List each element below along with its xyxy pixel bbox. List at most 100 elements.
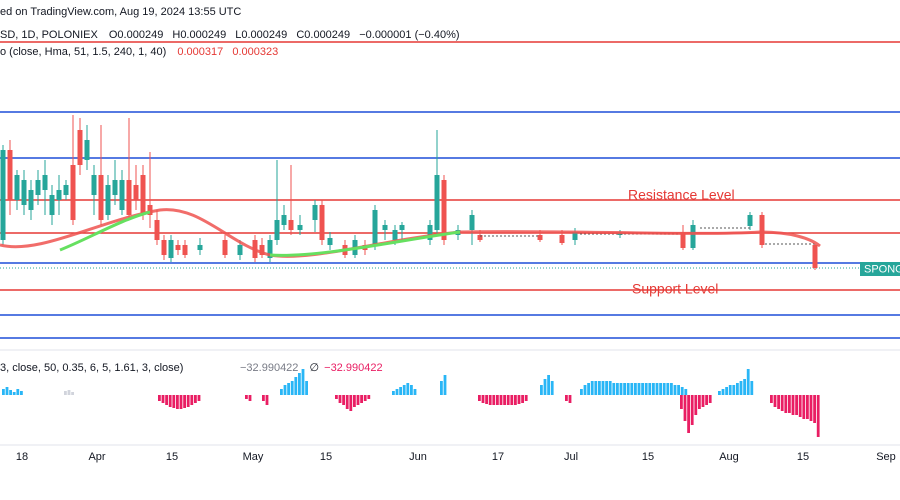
candle-body <box>91 175 97 195</box>
histogram-bar <box>694 395 698 415</box>
candle-body <box>77 130 83 165</box>
histogram-bar <box>718 391 721 395</box>
candle-body <box>49 195 55 215</box>
histogram-bar <box>492 395 496 405</box>
candle-body <box>537 235 543 240</box>
histogram-bar <box>342 395 345 405</box>
time-label: Aug <box>719 451 739 463</box>
candle-body <box>161 240 167 255</box>
histogram-bar <box>813 395 816 423</box>
histogram-bar <box>335 395 338 399</box>
histogram-bar <box>708 395 712 403</box>
histogram-bar <box>402 385 406 395</box>
histogram-bar <box>410 385 413 395</box>
histogram-bar <box>496 395 499 405</box>
histogram-bar <box>540 385 543 395</box>
histogram-bar <box>290 381 294 395</box>
candle-body <box>382 225 388 230</box>
oscillator-histogram <box>2 369 820 437</box>
histogram-bar <box>9 390 12 395</box>
histogram-bar <box>305 381 308 395</box>
histogram-bar <box>363 395 367 401</box>
candle-body <box>259 245 265 255</box>
histogram-bar <box>172 395 176 408</box>
histogram-bar <box>594 381 598 395</box>
histogram-bar <box>298 373 301 395</box>
histogram-bar <box>680 395 683 409</box>
histogram-bar <box>784 395 788 413</box>
histogram-bar <box>773 395 777 407</box>
histogram-bar <box>777 395 780 409</box>
histogram-bar <box>67 390 71 395</box>
candle-body <box>70 165 76 220</box>
histogram-bar <box>71 392 74 395</box>
time-label: 15 <box>642 451 654 463</box>
candle-body <box>168 240 174 258</box>
histogram-bar <box>510 395 514 405</box>
histogram-bar <box>580 389 583 395</box>
resistance-label: Resistance Level <box>628 187 735 203</box>
histogram-bar <box>687 395 690 433</box>
open: O0.000249 <box>109 29 163 41</box>
histogram-bar <box>630 383 634 395</box>
candle-body <box>288 220 294 230</box>
candle-body <box>312 205 318 220</box>
histogram-bar <box>287 383 290 395</box>
histogram-bar <box>739 381 743 395</box>
histogram-bar <box>345 395 349 409</box>
histogram-bar <box>5 387 9 395</box>
support-label: Support Level <box>632 281 718 297</box>
histogram-bar <box>506 395 510 405</box>
histogram-bar <box>605 381 608 395</box>
histogram-bar <box>20 391 23 395</box>
histogram-bar <box>478 395 481 401</box>
histogram-bar <box>788 395 791 413</box>
histogram-bar <box>601 381 605 395</box>
histogram-bar <box>360 395 363 403</box>
histogram-bar <box>481 395 485 403</box>
price-tag: SPONG <box>864 263 900 275</box>
candle-body <box>267 240 273 258</box>
histogram-bar <box>701 395 705 407</box>
histogram-bar <box>746 369 750 395</box>
histogram-bar <box>721 389 725 395</box>
candle-body <box>28 190 34 210</box>
time-label: Jul <box>564 451 578 463</box>
high: H0.000249 <box>172 29 226 41</box>
histogram-bar <box>349 395 353 411</box>
low: L0.000249 <box>235 29 287 41</box>
candle-body <box>112 180 118 195</box>
candle-body <box>197 245 203 250</box>
histogram-bar <box>248 395 252 401</box>
histogram-bar <box>673 385 677 395</box>
histogram-bar <box>392 391 395 395</box>
candle-body <box>237 245 243 255</box>
histogram-bar <box>780 395 784 411</box>
time-label: May <box>243 451 264 463</box>
candle-body <box>140 175 146 215</box>
histogram-bar <box>690 395 694 425</box>
histogram-bar <box>802 395 806 419</box>
oscillator-line: 3, close, 50, 0.35, 6, 5, 1.61, 3, close… <box>0 362 383 374</box>
candle-body <box>297 225 303 230</box>
candle-body <box>7 150 13 200</box>
candle-body <box>42 175 48 190</box>
candle-body <box>182 245 188 255</box>
indicator-name: o (close, Hma, 51, 1.5, 240, 1, 40) <box>0 46 166 58</box>
oscillator-value: −32.990422 <box>324 362 382 374</box>
histogram-bar <box>641 383 644 395</box>
candle-body <box>56 190 62 200</box>
oscillator-value: −32.990422 <box>240 362 298 374</box>
histogram-bar <box>197 395 201 401</box>
candle-body <box>327 238 333 245</box>
histogram-bar <box>587 383 590 395</box>
histogram-bar <box>816 395 820 437</box>
indicator-value: 0.000323 <box>232 46 278 58</box>
time-label: Jun <box>409 451 427 463</box>
histogram-bar <box>705 395 708 405</box>
histogram-bar <box>280 389 283 395</box>
histogram-bar <box>283 385 287 395</box>
histogram-bar <box>583 385 587 395</box>
time-label: 17 <box>492 451 504 463</box>
